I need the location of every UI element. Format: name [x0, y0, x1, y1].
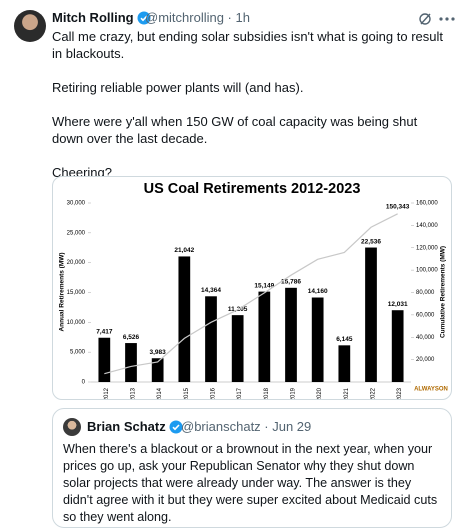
bar [178, 256, 191, 382]
data-label: 7,417 [96, 328, 113, 335]
x-tick-label: 2016 [211, 387, 217, 399]
quote-author: Brian Schatz [87, 419, 166, 434]
chart: US Coal Retirements 2012-2023 Annual Ret… [59, 181, 448, 399]
bar [311, 297, 324, 382]
y-axis-label: Annual Retirements (MW) [59, 252, 66, 331]
y2-tick-label: 20,000 [416, 357, 435, 363]
data-label: 6,145 [336, 336, 353, 343]
bar [205, 296, 217, 382]
data-label: 6,526 [123, 334, 140, 341]
verified-badge [169, 420, 183, 434]
x-tick-label: 2020 [317, 387, 323, 399]
bar [231, 315, 244, 382]
data-label: 14,160 [308, 288, 328, 295]
y-tick-label: 15,000 [67, 290, 86, 296]
y-tick-label: 5,000 [70, 350, 86, 356]
grok-icon[interactable] [418, 12, 432, 26]
y2-tick-label: 120,000 [416, 245, 438, 251]
x-tick-label: 2019 [291, 387, 297, 399]
paragraph: Where were y'all when 150 GW of coal cap… [52, 114, 418, 146]
x-tick-label: 2012 [104, 387, 110, 399]
data-label: 22,536 [361, 238, 381, 245]
bar [391, 310, 404, 382]
y-tick-label: 0 [82, 380, 86, 386]
bar [151, 358, 164, 382]
data-label: 14,364 [201, 287, 221, 294]
logo: ALWAYSON [414, 387, 448, 393]
handle-time: @mitchrolling · 1h [145, 10, 250, 25]
chart-title: US Coal Retirements 2012-2023 [144, 181, 361, 197]
x-tick-label: 2022 [371, 387, 377, 399]
y-tick-label: 10,000 [67, 320, 86, 326]
bar [365, 247, 377, 382]
data-label: 150,343 [386, 204, 410, 211]
x-tick-label: 2018 [264, 387, 270, 399]
line [104, 213, 398, 375]
y2-tick-label: 80,000 [416, 290, 435, 296]
paragraph: Retiring reliable power plants will (and… [52, 80, 304, 95]
chart-image[interactable]: US Coal Retirements 2012-2023 Annual Ret… [52, 176, 452, 400]
x-tick-label: 2014 [157, 387, 163, 399]
x-tick-label: 2021 [344, 387, 350, 399]
y2-tick-label: 140,000 [416, 223, 438, 229]
tweet-text: Call me crazy, but ending solar subsidie… [52, 28, 447, 198]
y2-tick-label: 60,000 [416, 312, 435, 318]
quote-handle-time: @brianschatz · Jun 29 [181, 419, 312, 434]
quote-avatar [63, 418, 81, 436]
y-tick-label: 20,000 [67, 260, 86, 266]
data-label: 15,786 [281, 279, 301, 286]
quote-text: When there's a blackout or a brownout in… [63, 442, 438, 524]
x-tick-label: 2017 [237, 387, 243, 399]
bar [125, 343, 137, 382]
paragraph: Call me crazy, but ending solar subsidie… [52, 29, 443, 61]
y2-tick-label: 160,000 [416, 201, 438, 207]
verified-badge [137, 11, 151, 25]
data-label: 12,031 [388, 301, 408, 308]
data-label: 3,983 [150, 349, 167, 356]
bar [258, 291, 271, 382]
x-tick-label: 2023 [397, 387, 403, 399]
more-menu[interactable] [438, 14, 456, 24]
data-label: 15,149 [254, 282, 274, 289]
y-tick-label: 30,000 [67, 201, 86, 207]
avatar[interactable] [14, 10, 46, 42]
bar [98, 337, 111, 382]
quoted-tweet[interactable]: Brian Schatz @brianschatz · Jun 29 When … [52, 408, 452, 528]
author-name[interactable]: Mitch Rolling [52, 10, 134, 25]
data-label: 21,042 [174, 247, 194, 254]
y2-tick-label: 40,000 [416, 335, 435, 341]
bar [338, 345, 351, 382]
y-tick-label: 25,000 [67, 230, 86, 236]
y2-axis-label: Cumulative Retirements (MW) [440, 246, 447, 338]
y2-tick-label: 100,000 [416, 268, 438, 274]
x-tick-label: 2013 [131, 387, 137, 399]
x-tick-label: 2015 [184, 387, 190, 399]
bar [285, 287, 297, 382]
